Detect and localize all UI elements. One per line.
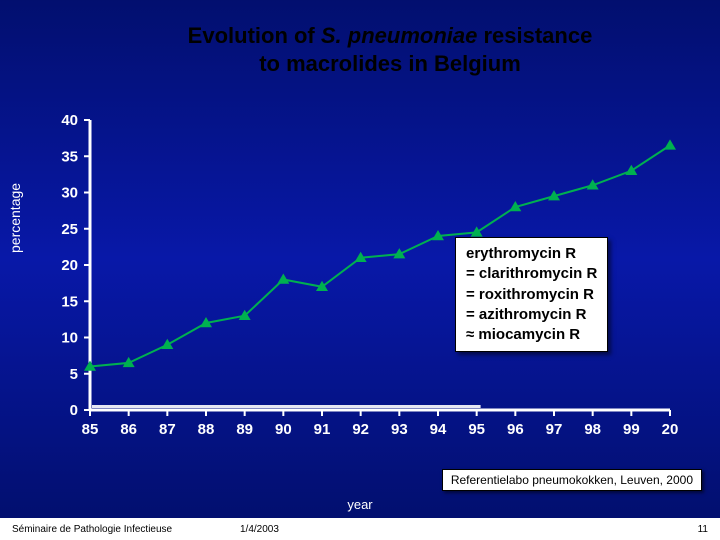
svg-text:89: 89 [236, 421, 253, 438]
svg-text:10: 10 [61, 330, 78, 347]
legend-line: = roxithromycin R [466, 285, 597, 305]
svg-text:25: 25 [61, 221, 78, 238]
svg-text:94: 94 [430, 421, 447, 438]
title-line2: to macrolides in Belgium [259, 51, 521, 76]
svg-text:96: 96 [507, 421, 524, 438]
svg-text:87: 87 [159, 421, 176, 438]
footer: Séminaire de Pathologie Infectieuse 1/4/… [0, 518, 720, 540]
legend-line: = azithromycin R [466, 305, 597, 325]
slide: Evolution of S. pneumoniae resistance to… [0, 0, 720, 518]
title-text-a: Evolution of [188, 23, 321, 48]
svg-text:91: 91 [314, 421, 331, 438]
title-text-c: resistance [477, 23, 592, 48]
svg-text:90: 90 [275, 421, 292, 438]
svg-text:97: 97 [546, 421, 563, 438]
svg-text:99: 99 [623, 421, 640, 438]
svg-text:86: 86 [120, 421, 137, 438]
svg-text:15: 15 [61, 293, 78, 310]
svg-text:0: 0 [70, 402, 78, 419]
footer-right: 11 [698, 524, 708, 535]
title-text-b: S. pneumoniae [321, 23, 477, 48]
legend-line: ≈ miocamycin R [466, 325, 597, 345]
source-text: Referentielabo pneumokokken, Leuven, 200… [451, 473, 693, 487]
svg-text:35: 35 [61, 148, 78, 165]
svg-text:20: 20 [662, 421, 679, 438]
footer-left: Séminaire de Pathologie Infectieuse [12, 524, 172, 535]
svg-text:92: 92 [352, 421, 369, 438]
svg-text:95: 95 [468, 421, 485, 438]
svg-text:85: 85 [82, 421, 99, 438]
legend-box: erythromycin R= clarithromycin R= roxith… [455, 237, 608, 352]
footer-center: 1/4/2003 [240, 524, 279, 535]
svg-text:5: 5 [70, 366, 78, 383]
source-box: Referentielabo pneumokokken, Leuven, 200… [442, 469, 702, 491]
legend-line: = clarithromycin R [466, 264, 597, 284]
legend-line: erythromycin R [466, 244, 597, 264]
svg-text:88: 88 [198, 421, 215, 438]
x-axis-label: year [40, 497, 680, 512]
slide-title: Evolution of S. pneumoniae resistance to… [120, 22, 660, 77]
y-axis-label: percentage [7, 233, 23, 253]
svg-text:40: 40 [61, 112, 78, 129]
svg-text:30: 30 [61, 185, 78, 202]
svg-text:20: 20 [61, 257, 78, 274]
svg-text:93: 93 [391, 421, 408, 438]
svg-text:98: 98 [584, 421, 601, 438]
